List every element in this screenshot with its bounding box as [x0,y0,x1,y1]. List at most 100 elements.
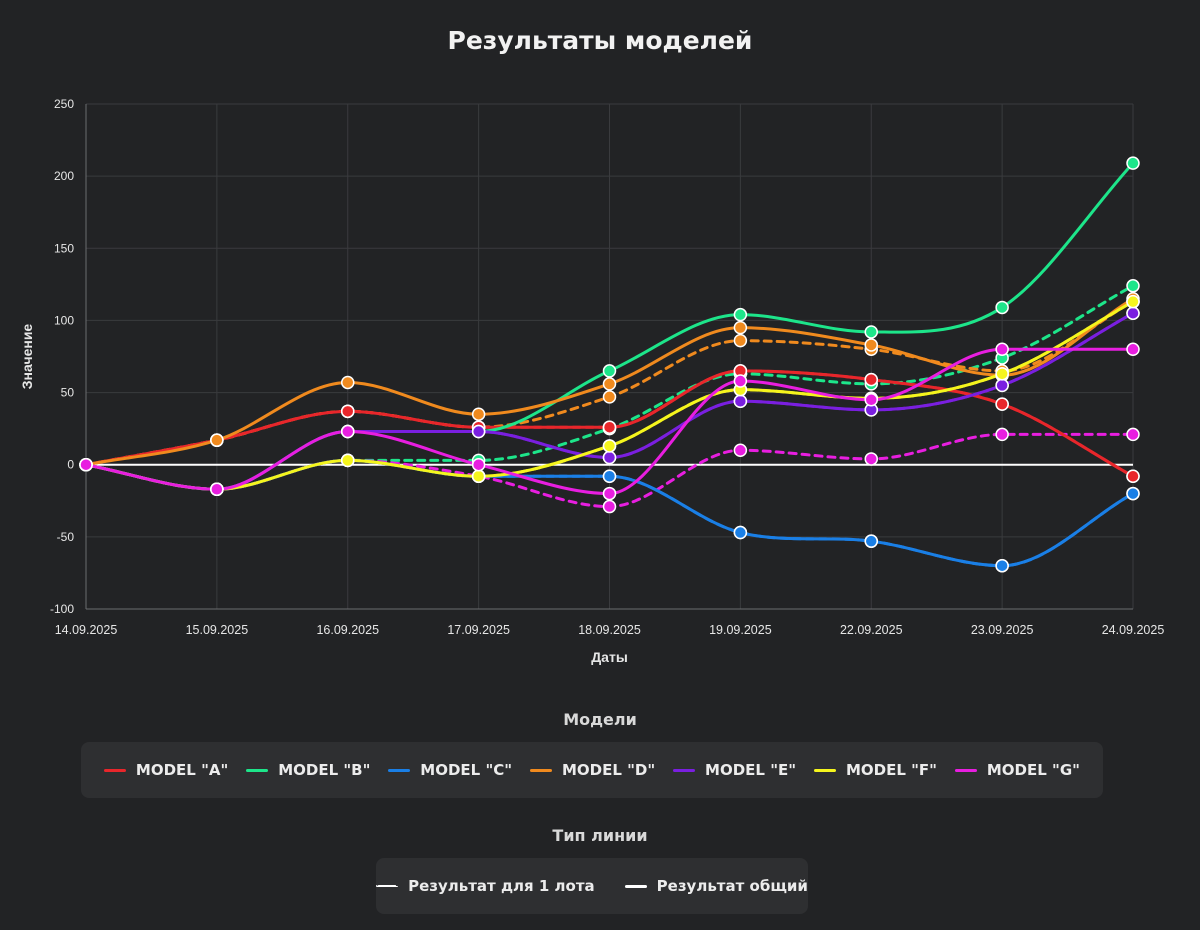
data-point [733,443,748,458]
legend-label: MODEL "D" [561,761,656,779]
legend-label: MODEL "A" [135,761,229,779]
line-type-legend-title: Тип линии [552,826,648,845]
x-tick-label: 16.09.2025 [316,623,379,637]
data-point [602,486,617,501]
data-point [602,390,617,404]
data-point [471,469,486,484]
legend-item-model[interactable]: MODEL "C" [388,761,512,779]
legend-swatch [529,768,552,772]
data-point [602,469,617,484]
x-tick-label: 17.09.2025 [447,623,510,637]
legend-swatch [813,768,836,772]
y-tick-label: -100 [50,602,74,616]
legend-item-model[interactable]: MODEL "F" [813,761,937,779]
data-point [733,374,748,388]
data-point [602,364,617,378]
data-point [602,377,617,391]
data-point [864,338,878,352]
y-tick-label: 50 [61,386,75,400]
legend-label: MODEL "C" [420,761,513,779]
legend-label: Результат общий [656,877,808,895]
y-tick-label: 150 [54,241,74,255]
data-point [864,534,878,548]
data-point [341,453,355,468]
data-point [1126,294,1140,309]
data-point [864,452,878,466]
data-point [864,393,878,407]
line-chart: -100 -50 0 50 100 150 200 250 14.09.2025 15.09.20… [19,97,1165,665]
y-tick-label: -50 [57,530,75,544]
x-tick-label: 22.09.2025 [840,623,903,637]
legend-swatch [376,885,399,887]
legend-item-line-type[interactable]: Результат для 1 лота [376,877,595,895]
data-point [1126,486,1140,501]
data-point [341,404,355,419]
x-tick-label: 19.09.2025 [709,623,772,637]
legend-item-line-type[interactable]: Результат общий [624,877,808,895]
data-point [471,424,486,439]
data-point [1126,427,1140,442]
legend-item-model[interactable]: MODEL "E" [673,761,796,779]
data-point [733,394,748,408]
legend-swatch [388,768,411,772]
data-point [210,433,224,447]
x-tick-label: 18.09.2025 [578,623,641,637]
line-type-legend: Результат для 1 лота Результат общий [376,858,808,914]
data-point [602,420,617,434]
data-point [995,367,1009,381]
data-point [1126,279,1140,293]
x-tick-label: 23.09.2025 [971,623,1034,637]
data-point [1126,306,1140,320]
data-point [471,457,486,472]
data-point [995,300,1009,315]
legend-swatch [246,768,269,772]
models-legend: MODEL "A" MODEL "B" MODEL "C" MODEL "D" MODE… [81,742,1103,798]
data-point [995,558,1009,573]
data-point [995,397,1009,411]
data-point [733,333,748,348]
data-point [602,499,617,514]
data-point [1126,342,1140,357]
data-point [602,439,617,453]
legend-item-model[interactable]: MODEL "D" [529,761,656,779]
data-point [864,372,878,387]
legend-label: MODEL "G" [986,761,1080,779]
legend-item-model[interactable]: MODEL "A" [103,761,229,779]
legend-label: MODEL "E" [705,761,797,779]
x-tick-label: 14.09.2025 [55,623,118,637]
data-point [341,375,355,390]
legend-item-model[interactable]: MODEL "G" [954,761,1080,779]
data-point [602,450,617,465]
data-point [995,342,1009,357]
chart-title: Результаты моделей [447,26,753,55]
x-axis-label: Даты [591,649,628,665]
legend-label: MODEL "F" [845,761,937,779]
y-tick-label: 200 [54,169,74,183]
x-tick-label: 24.09.2025 [1102,623,1165,637]
data-point [79,457,93,472]
y-tick-label: 100 [54,313,74,327]
data-point [995,427,1009,442]
data-point [733,307,748,322]
data-point [864,325,878,339]
data-point [471,407,486,421]
data-point [341,424,355,439]
legend-swatch [673,768,696,772]
y-tick-label: 0 [67,458,74,472]
y-axis-label: Значение [19,324,35,390]
legend-label: MODEL "B" [278,761,371,779]
data-point [1126,156,1140,170]
x-tick-label: 15.09.2025 [186,623,249,637]
y-tick-label: 250 [54,97,74,111]
legend-swatch [624,884,647,888]
legend-label: Результат для 1 лота [408,877,595,895]
data-point [995,378,1009,393]
legend-swatch [954,768,977,772]
legend-swatch [103,768,126,772]
data-point [1126,469,1140,484]
data-point [733,525,748,540]
legend-item-model[interactable]: MODEL "B" [246,761,370,779]
data-point [210,482,224,496]
models-legend-title: Модели [563,710,637,729]
